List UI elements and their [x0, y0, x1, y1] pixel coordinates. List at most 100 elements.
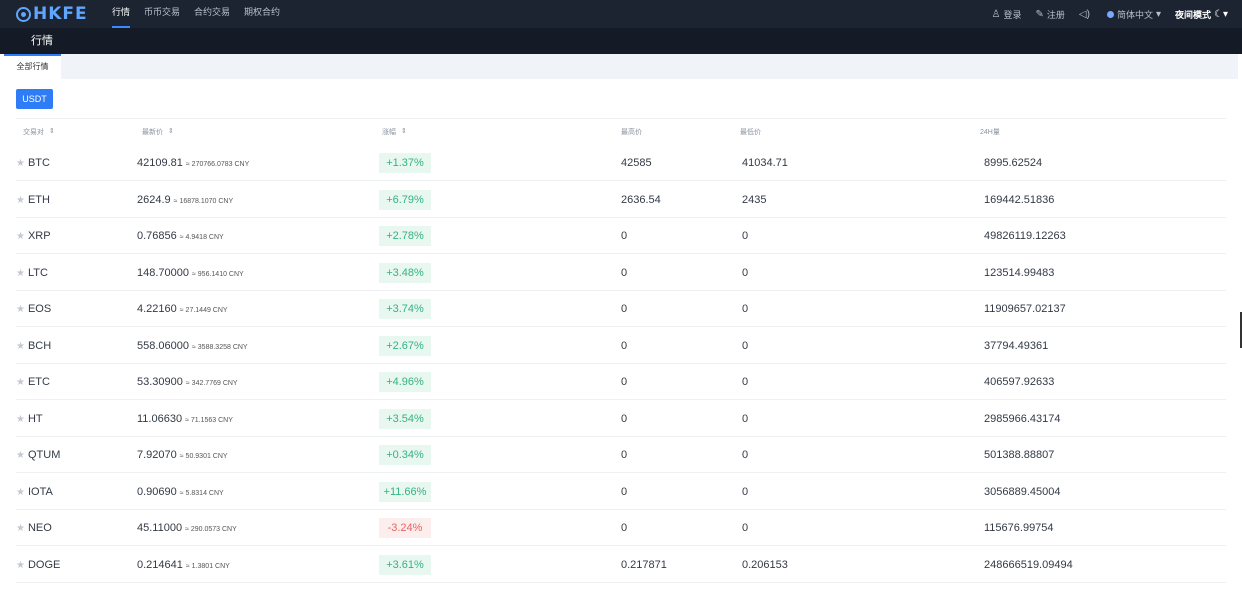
pair-name: NEO — [27, 522, 52, 534]
star-icon[interactable]: ★ — [16, 413, 25, 425]
high-price: 0 — [621, 522, 628, 534]
cny-price: ≈ 50.9301 CNY — [179, 453, 228, 460]
table-row[interactable]: ★ NEO 45.11000 ≈ 290.0573 CNY -3.24% 0 0 115676… — [16, 510, 1226, 546]
star-icon[interactable]: ★ — [16, 450, 25, 461]
scrollbar-handle[interactable] — [1240, 312, 1242, 348]
table-row[interactable]: ★ BTC 42109.81 ≈ 270766.0783 CNY +1.37% 42585… — [16, 145, 1226, 181]
nav-market[interactable]: 行情 — [112, 0, 131, 28]
low-price: 0 — [742, 339, 749, 352]
table-row[interactable]: ★ LTC 148.70000 ≈ 956.1410 CNY +3.48% 0 0 12351… — [16, 255, 1226, 291]
change-badge: -3.24% — [379, 518, 431, 538]
last-price: 4.22160 — [137, 303, 177, 315]
pair-name: BTC — [27, 157, 50, 169]
star-icon[interactable]: ★ — [16, 340, 25, 352]
header-low: 最低价 — [740, 129, 761, 136]
top-nav: HKFE 行情 币币交易 合约交易 期权合约 ♙ 登录 ✎ 注册 ◁) 简体中文… — [0, 0, 1242, 28]
change-badge: +4.96% — [379, 372, 431, 392]
cny-price: ≈ 956.1410 CNY — [192, 270, 244, 278]
low-price: 0 — [742, 266, 749, 279]
volume-24h: 248666519.09494 — [984, 558, 1073, 571]
header-last-price-label: 最新价 — [142, 129, 163, 136]
low-price: 0 — [742, 522, 749, 534]
header-high: 最高价 — [621, 129, 642, 136]
change-badge: +1.37% — [379, 153, 431, 173]
night-mode-toggle[interactable]: 夜间模式 ☾▾ — [1175, 8, 1228, 21]
table-row[interactable]: ★ EOS 4.22160 ≈ 27.1449 CNY +3.74% 0 0 11909657… — [16, 291, 1226, 327]
star-icon[interactable]: ★ — [16, 559, 25, 571]
sort-icon: ⇕ — [401, 128, 407, 136]
volume-24h: 37794.49361 — [984, 339, 1049, 352]
register-link[interactable]: ✎ 注册 — [1036, 8, 1065, 21]
table-row[interactable]: ★ IOTA 0.90690 ≈ 5.8314 CNY +11.66% 0 0 3056889… — [16, 474, 1226, 510]
high-price: 0 — [621, 339, 628, 352]
language-select[interactable]: 简体中文 ▾ — [1106, 8, 1161, 21]
pair-cell: ★ ETH — [16, 182, 50, 219]
header-pair[interactable]: 交易对 ⇕ — [23, 127, 55, 137]
volume-24h: 406597.92633 — [984, 376, 1055, 388]
low-price: 0 — [742, 303, 749, 315]
volume-24h: 501388.88807 — [984, 449, 1055, 461]
cny-price: ≈ 342.7769 CNY — [185, 380, 238, 387]
nav-spot-trading[interactable]: 币币交易 — [144, 7, 181, 17]
pair-cell: ★ XRP — [16, 218, 51, 255]
table-row[interactable]: ★ ETC 53.30900 ≈ 342.7769 CNY +4.96% 0 0 406597… — [16, 364, 1226, 400]
pair-name: DOGE — [27, 558, 61, 571]
usdt-quote-button[interactable]: USDT — [16, 89, 53, 109]
logo-text: HKFE — [33, 4, 88, 24]
pair-cell: ★ HT — [16, 401, 43, 438]
star-icon[interactable]: ★ — [16, 231, 25, 242]
logo[interactable]: HKFE — [16, 4, 88, 24]
table-row[interactable]: ★ DOGE 0.214641 ≈ 1.3801 CNY +3.61% 0.217871 0… — [16, 547, 1226, 583]
pair-name: BCH — [27, 339, 52, 352]
logo-icon — [16, 6, 31, 22]
high-price: 0 — [621, 266, 628, 279]
price-cell: 558.06000 ≈ 3588.3258 CNY — [137, 328, 248, 366]
last-price: 7.92070 — [137, 449, 177, 461]
price-cell: 2624.9 ≈ 16878.1070 CNY — [137, 182, 233, 220]
low-price: 2435 — [742, 193, 767, 206]
sound-toggle[interactable]: ◁) — [1079, 9, 1093, 20]
user-icon: ♙ — [991, 8, 1001, 20]
last-price: 2624.9 — [137, 193, 171, 206]
cny-price: ≈ 3588.3258 CNY — [192, 343, 248, 351]
last-price: 0.76856 — [137, 230, 177, 242]
sort-icon: ⇕ — [168, 128, 174, 136]
volume-24h: 11909657.02137 — [984, 303, 1066, 315]
price-cell: 53.30900 ≈ 342.7769 CNY — [137, 364, 238, 402]
header-change-label: 涨幅 — [382, 129, 396, 136]
last-price: 11.06630 — [137, 412, 183, 425]
table-row[interactable]: ★ ETH 2624.9 ≈ 16878.1070 CNY +6.79% 2636.54 2… — [16, 182, 1226, 218]
star-icon[interactable]: ★ — [16, 267, 25, 279]
low-price: 0 — [742, 485, 749, 498]
price-cell: 0.90690 ≈ 5.8314 CNY — [137, 474, 224, 512]
high-price: 0 — [621, 449, 628, 461]
table-row[interactable]: ★ HT 11.06630 ≈ 71.1563 CNY +3.54% 0 0 2985966.… — [16, 401, 1226, 437]
cny-price: ≈ 4.9418 CNY — [179, 234, 224, 241]
high-price: 2636.54 — [621, 193, 661, 206]
speaker-icon: ◁) — [1078, 8, 1090, 20]
nav-links: 行情 币币交易 合约交易 期权合约 — [112, 0, 294, 28]
login-label: 登录 — [1003, 9, 1022, 20]
star-icon[interactable]: ★ — [16, 158, 25, 169]
table-row[interactable]: ★ XRP 0.76856 ≈ 4.9418 CNY +2.78% 0 0 49826119.… — [16, 218, 1226, 254]
star-icon[interactable]: ★ — [16, 194, 25, 206]
cny-price: ≈ 1.3801 CNY — [185, 562, 230, 570]
change-badge: +11.66% — [379, 481, 431, 502]
nav-options[interactable]: 期权合约 — [244, 7, 281, 17]
star-icon[interactable]: ★ — [16, 304, 25, 315]
header-last-price[interactable]: 最新价 ⇕ — [142, 127, 174, 137]
change-badge: +6.79% — [379, 189, 431, 210]
star-icon[interactable]: ★ — [16, 523, 25, 534]
table-row[interactable]: ★ QTUM 7.92070 ≈ 50.9301 CNY +0.34% 0 0 501388.… — [16, 437, 1226, 473]
star-icon[interactable]: ★ — [16, 486, 25, 498]
tab-all-markets[interactable]: 全部行情 — [4, 54, 61, 79]
nav-right: ♙ 登录 ✎ 注册 ◁) 简体中文 ▾ 夜间模式 ☾▾ — [978, 0, 1228, 28]
header-change[interactable]: 涨幅 ⇕ — [382, 127, 407, 137]
login-link[interactable]: ♙ 登录 — [992, 8, 1022, 21]
table-row[interactable]: ★ BCH 558.06000 ≈ 3588.3258 CNY +2.67% 0 0 3779… — [16, 328, 1226, 364]
star-icon[interactable]: ★ — [16, 377, 25, 388]
volume-24h: 8995.62524 — [984, 157, 1043, 169]
pair-cell: ★ IOTA — [16, 474, 53, 511]
pair-cell: ★ NEO — [16, 510, 52, 547]
nav-contract-trading[interactable]: 合约交易 — [194, 7, 231, 17]
